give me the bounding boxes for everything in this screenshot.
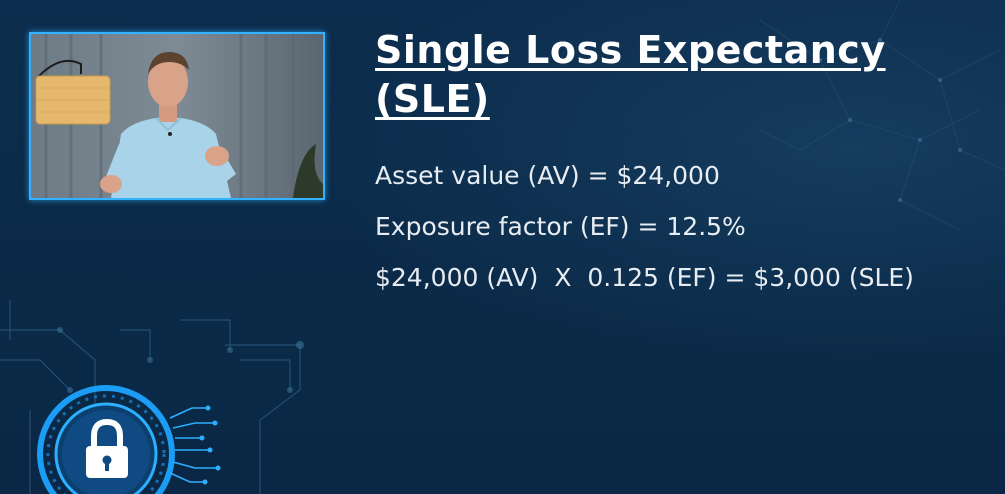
slide-title: Single Loss Expectancy (SLE) [375, 28, 886, 121]
presenter-video [29, 32, 325, 200]
exposure-factor-line: Exposure factor (EF) = 12.5% [375, 212, 746, 241]
presenter-video-image [31, 34, 323, 198]
padlock-icon [37, 385, 221, 494]
sle-calculation-line: $24,000 (AV) X 0.125 (EF) = $3,000 (SLE) [375, 263, 914, 292]
asset-value-line: Asset value (AV) = $24,000 [375, 161, 720, 190]
